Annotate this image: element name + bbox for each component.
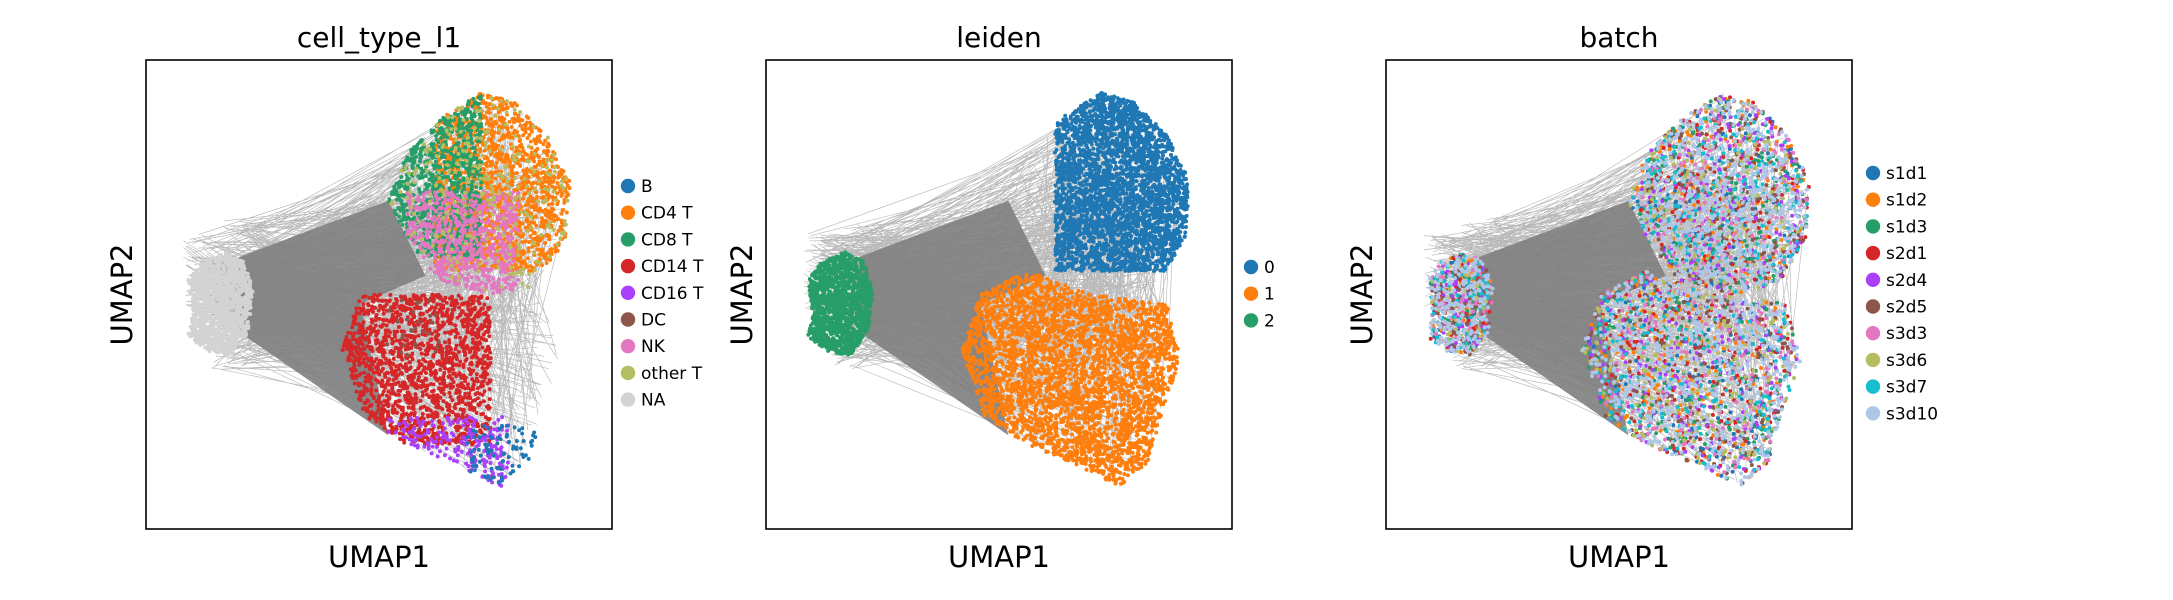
legend-item-other-t: other T — [620, 364, 703, 384]
scatter-points-2 — [806, 250, 875, 357]
legend-label: 1 — [1264, 285, 1275, 305]
legend-item-2: 2 — [1243, 311, 1275, 331]
graph-edges-core — [859, 200, 1046, 436]
legend-label: s2d1 — [1886, 244, 1927, 264]
plot-frame — [145, 59, 613, 530]
legend-item-s2d5: s2d5 — [1865, 298, 1927, 318]
legend-marker — [1865, 219, 1881, 234]
graph-edges-core — [239, 200, 426, 436]
plot-area — [766, 60, 1232, 529]
panel-title: cell_type_l1 — [297, 21, 461, 54]
legend-item-cd4-t: CD4 T — [620, 204, 693, 224]
legend-item-b: B — [620, 177, 653, 197]
legend-item-na: NA — [620, 391, 666, 411]
legend-label: s1d1 — [1886, 164, 1927, 184]
legend-item-s1d1: s1d1 — [1865, 164, 1927, 184]
legend-marker — [1865, 245, 1881, 261]
legend-item-s3d6: s3d6 — [1865, 351, 1927, 371]
legend-marker — [620, 232, 636, 247]
legend-item-s2d4: s2d4 — [1865, 271, 1927, 291]
legend-marker — [1865, 326, 1881, 341]
legend-item-dc: DC — [620, 311, 666, 331]
legend-item-nk: NK — [620, 337, 666, 357]
legend-label: s1d2 — [1886, 191, 1927, 211]
legend-label: CD4 T — [641, 204, 693, 224]
legend-marker — [1865, 192, 1881, 207]
y-axis-label: UMAP2 — [105, 243, 139, 345]
legend-marker — [1865, 406, 1881, 421]
legend-marker — [620, 392, 636, 407]
plot-frame — [1385, 59, 1853, 530]
legend-label: s2d5 — [1886, 298, 1927, 318]
legend-item-s1d2: s1d2 — [1865, 191, 1927, 211]
legend-item-1: 1 — [1243, 285, 1275, 305]
legend-label: B — [641, 177, 653, 197]
legend-label: s2d4 — [1886, 271, 1927, 291]
legend-marker — [1865, 299, 1881, 314]
legend-marker — [620, 285, 636, 300]
legend-marker — [620, 339, 636, 354]
legend-marker — [620, 365, 636, 381]
legend: B CD4 T CD8 T CD14 T CD16 T DC NK other T NA — [620, 177, 704, 411]
legend-marker — [1243, 259, 1259, 275]
legend-item-cd8-t: CD8 T — [620, 230, 693, 250]
x-axis-label: UMAP1 — [948, 540, 1050, 574]
graph-edges-core — [1479, 200, 1666, 436]
scatter-points-dc — [385, 298, 441, 358]
scatter-points-b — [465, 423, 538, 485]
y-axis-label: UMAP2 — [725, 243, 759, 345]
legend-item-s3d7: s3d7 — [1865, 378, 1927, 398]
panel-leiden: leiden UMAP1 UMAP2 0 1 2 — [725, 21, 1275, 574]
legend-label: s3d3 — [1886, 324, 1927, 344]
panel-batch: batchUMAP1UMAP2s1d1s1d2s1d3s2d1s2d4s2d5s… — [1345, 21, 1938, 574]
scatter-points-other-t — [389, 96, 570, 293]
legend-marker — [620, 178, 636, 194]
legend-marker — [1865, 272, 1881, 287]
legend-label: 2 — [1264, 311, 1275, 331]
legend-label: NA — [641, 391, 666, 411]
x-axis-label: UMAP1 — [1568, 540, 1670, 574]
panel-title: batch — [1579, 21, 1658, 54]
legend-marker — [1243, 313, 1259, 328]
legend: 0 1 2 — [1243, 258, 1275, 331]
legend-label: s3d6 — [1886, 351, 1927, 371]
legend-label: CD8 T — [641, 230, 693, 250]
legend-label: CD16 T — [641, 284, 704, 304]
panel-cell-type-l1: cell_type_l1 UMAP1 UMAP2 B CD4 T CD8 T CD14 T C… — [105, 21, 704, 574]
legend: s1d1 s1d2 s1d3 s2d1 s2d4 s2d5 s3d3 s3d6 s3d7 s3d1… — [1865, 164, 1938, 424]
legend-label: s3d7 — [1886, 378, 1927, 398]
legend-item-s3d10: s3d10 — [1865, 404, 1938, 424]
scatter-points-0 — [1052, 91, 1190, 274]
legend-label: s3d10 — [1886, 404, 1938, 424]
plot-frame — [765, 59, 1233, 530]
legend-marker — [620, 312, 636, 327]
legend-marker — [620, 258, 636, 274]
legend-item-s3d3: s3d3 — [1865, 324, 1927, 344]
scatter-points-s3d10 — [1427, 97, 1810, 487]
legend-label: NK — [641, 337, 666, 357]
scatter-points-1 — [960, 272, 1180, 486]
legend-marker — [1243, 286, 1259, 301]
legend-label: s1d3 — [1886, 217, 1927, 237]
plot-area — [146, 60, 612, 529]
legend-marker — [1865, 352, 1881, 368]
panel-title: leiden — [956, 21, 1042, 54]
legend-item-0: 0 — [1243, 258, 1275, 278]
x-axis-label: UMAP1 — [328, 540, 430, 574]
legend-item-s2d1: s2d1 — [1865, 244, 1927, 264]
legend-label: CD14 T — [641, 257, 704, 277]
scatter-points-na — [186, 250, 255, 357]
y-axis-label: UMAP2 — [1345, 243, 1379, 345]
legend-item-cd16-t: CD16 T — [620, 284, 704, 304]
legend-label: DC — [641, 311, 666, 331]
plot-area — [1386, 60, 1852, 529]
legend-label: other T — [641, 364, 703, 384]
legend-marker — [620, 205, 636, 220]
legend-marker — [1865, 165, 1881, 181]
legend-marker — [1865, 379, 1881, 394]
legend-item-cd14-t: CD14 T — [620, 257, 704, 277]
legend-item-s1d3: s1d3 — [1865, 217, 1927, 237]
legend-label: 0 — [1264, 258, 1275, 278]
